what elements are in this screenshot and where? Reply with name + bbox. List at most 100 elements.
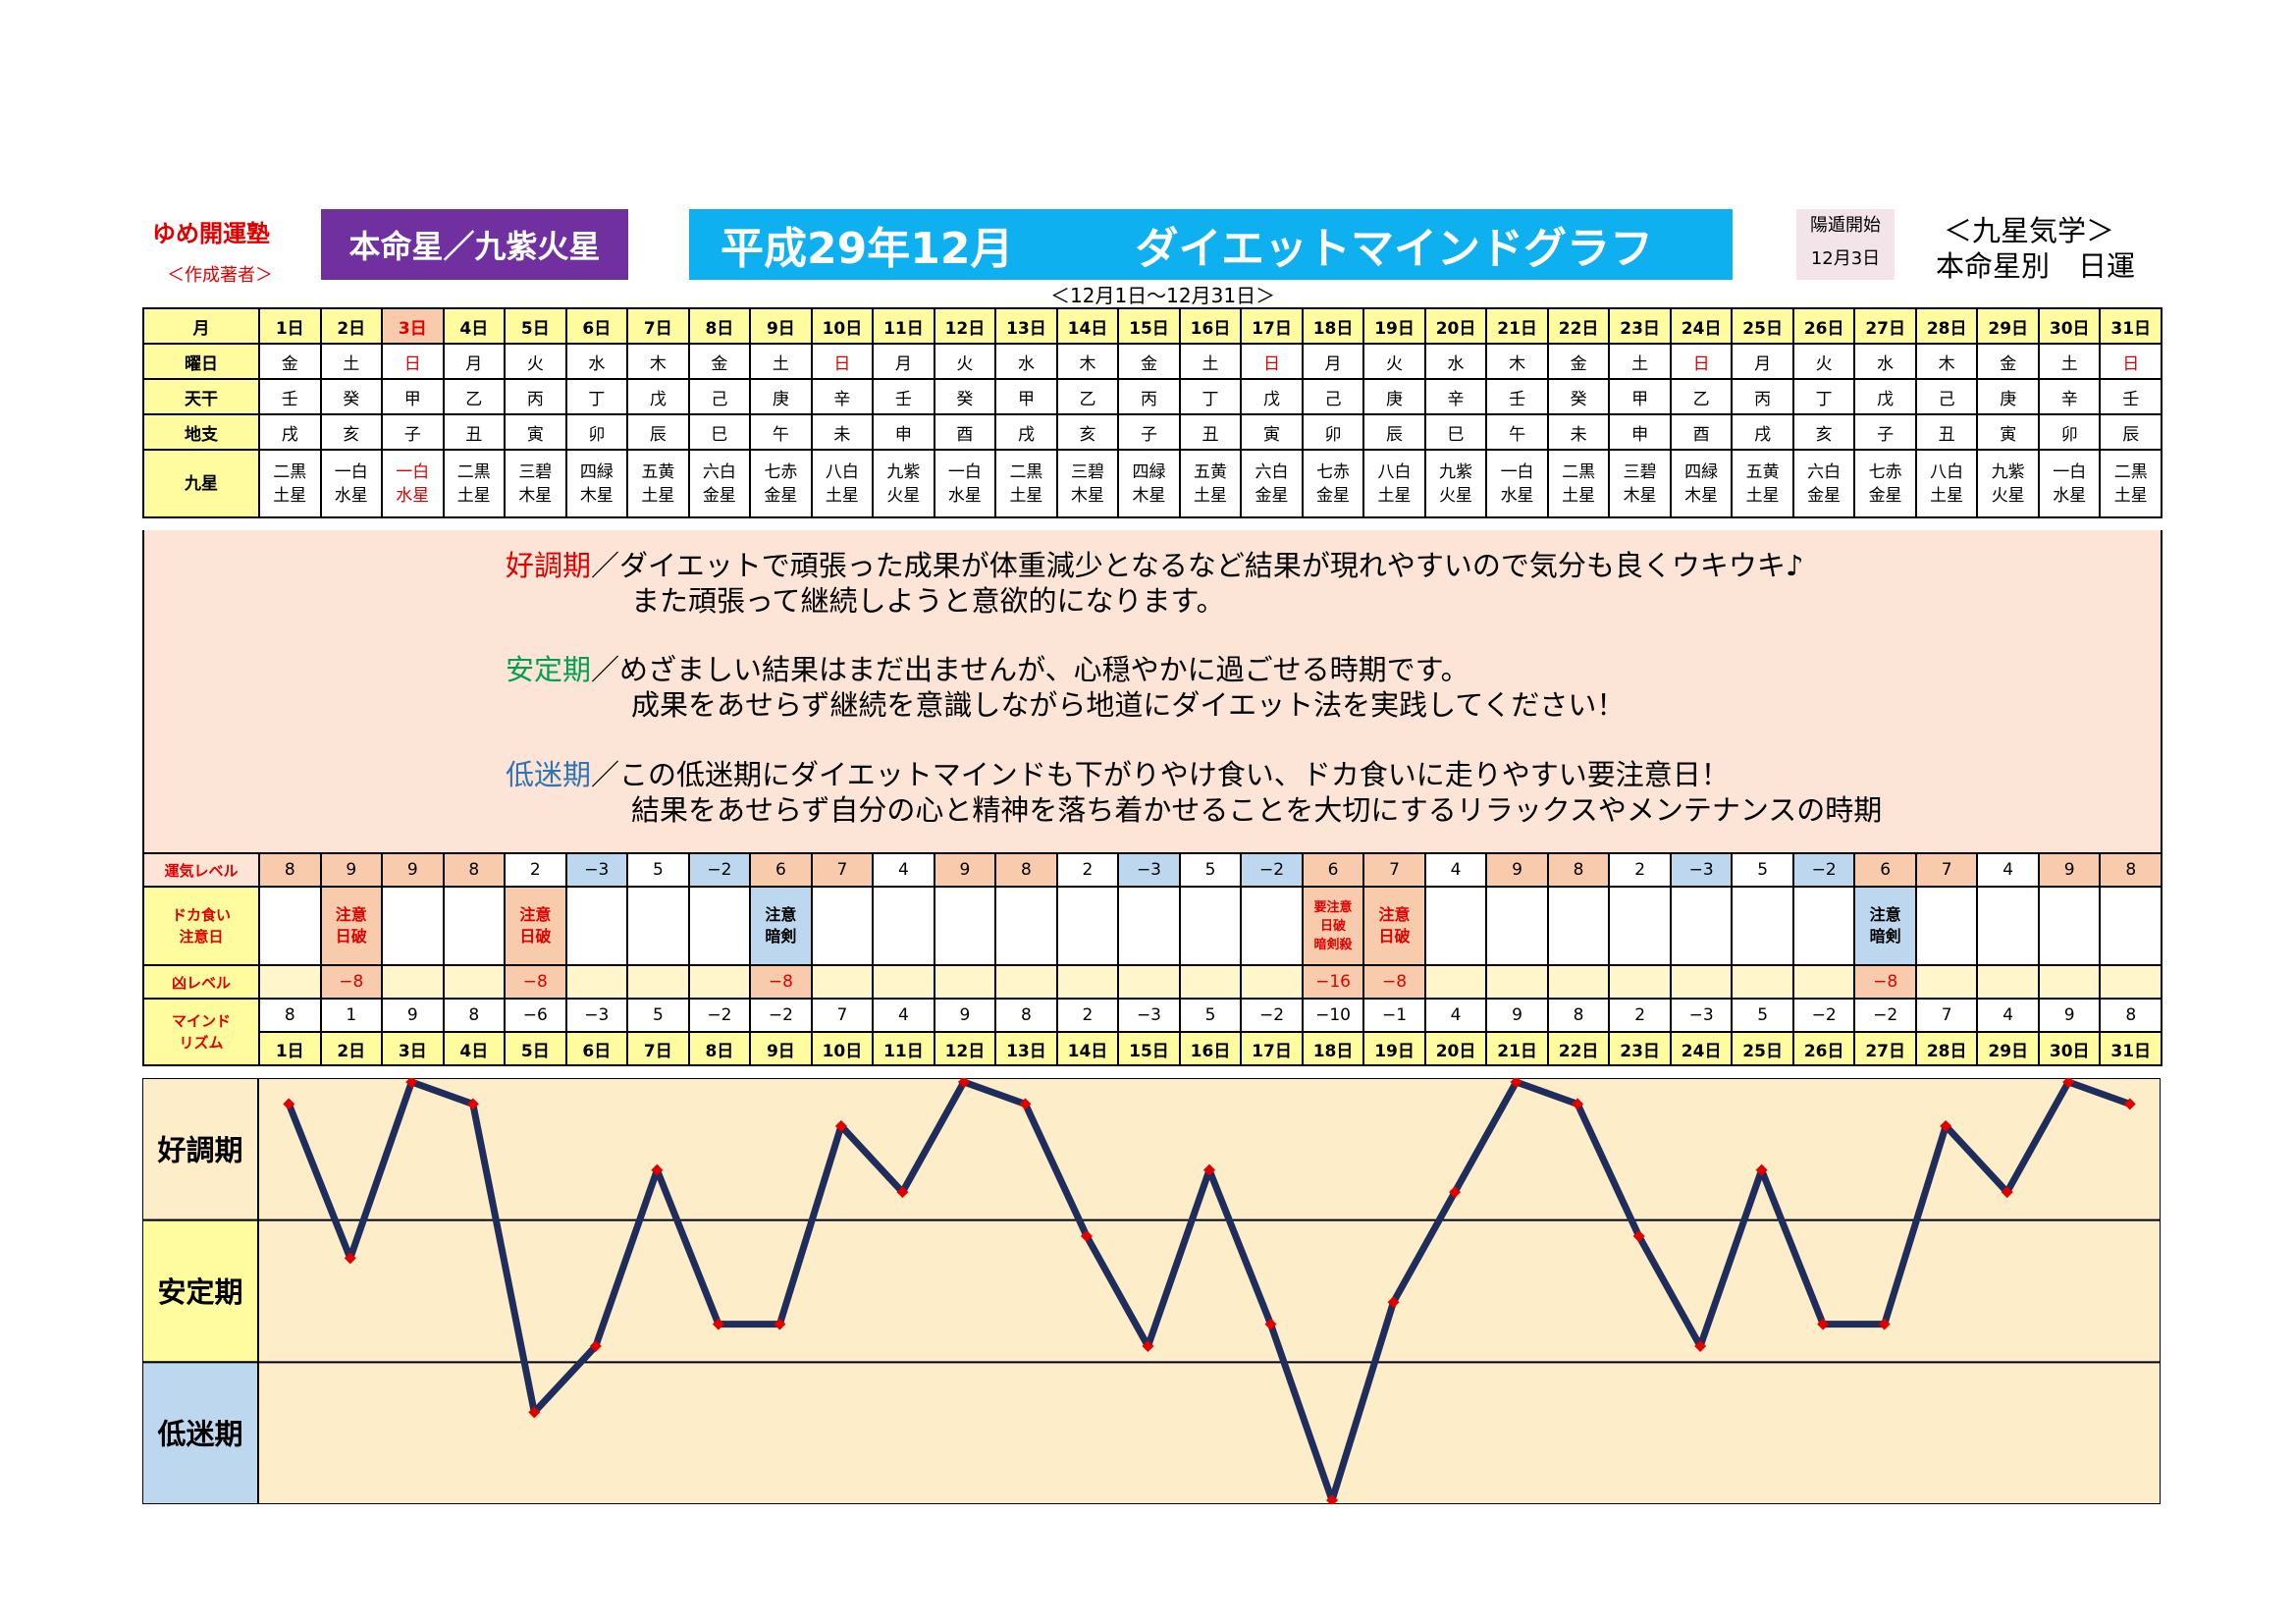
tenkan-cell: 壬 [258, 378, 322, 415]
kyusei-cell: 八白 土星 [810, 449, 875, 518]
data-point [774, 1318, 786, 1330]
doka-cell [1055, 886, 1120, 966]
day-cell-bottom: 6日 [564, 1031, 629, 1066]
mind-cell: 9 [2037, 998, 2102, 1033]
day-cell-bottom: 7日 [626, 1031, 690, 1066]
luck-cell: 9 [381, 852, 445, 888]
data-point [344, 1252, 356, 1265]
tenkan-cell: 癸 [319, 378, 384, 415]
data-point [2062, 1078, 2075, 1088]
mind-cell: 9 [1485, 998, 1549, 1033]
chishi-cell: 辰 [626, 413, 690, 451]
kyou-cell [381, 964, 445, 1000]
data-point [1142, 1340, 1154, 1353]
weekday-cell: 木 [626, 343, 690, 380]
mind-cell: 9 [381, 998, 445, 1033]
title-bar: 平成29年12月 ダイエットマインドグラフ [689, 209, 1733, 280]
kaiun-label: 陽遁開始 [1810, 215, 1881, 236]
day-cell-bottom: 4日 [442, 1031, 507, 1066]
weekday-cell: 日 [810, 343, 875, 380]
data-point [651, 1164, 664, 1176]
day-cell: 3日 [381, 307, 445, 345]
tenkan-cell: 壬 [872, 378, 935, 415]
data-point [1510, 1078, 1522, 1088]
tenkan-cell: 辛 [1423, 378, 1488, 415]
day-cell-bottom: 27日 [1853, 1031, 1917, 1066]
day-cell: 1日 [258, 307, 322, 345]
luck-cell: 6 [1853, 852, 1917, 888]
chishi-cell: 丑 [442, 413, 507, 451]
desc-low-2: 結果をあせらず自分の心と精神を落ち着かせることを大切にするリラックスやメンテナン… [631, 793, 1883, 827]
kyou-cell [1240, 964, 1304, 1000]
weekday-cell: 水 [1423, 343, 1488, 380]
doka-cell [442, 886, 507, 966]
chishi-cell: 未 [1546, 413, 1611, 451]
day-cell-bottom: 30日 [2037, 1031, 2102, 1066]
doka-cell [810, 886, 875, 966]
chishi-cell: 戌 [258, 413, 322, 451]
day-cell-bottom: 12日 [933, 1031, 997, 1066]
kyusei-cell: 四緑 木星 [1669, 449, 1734, 518]
data-point [896, 1186, 909, 1199]
data-point [283, 1098, 295, 1110]
day-cell-bottom: 14日 [1055, 1031, 1120, 1066]
weekday-cell: 金 [1117, 343, 1181, 380]
mind-cell: 5 [1731, 998, 1794, 1033]
tenkan-cell: 癸 [933, 378, 997, 415]
day-cell-bottom: 28日 [1914, 1031, 1979, 1066]
kyou-cell [994, 964, 1058, 1000]
weekday-cell: 日 [1669, 343, 1734, 380]
label-kyusei: 九星 [142, 449, 260, 518]
luck-cell: 5 [1731, 852, 1794, 888]
kyou-cell [2037, 964, 2102, 1000]
calendar-table: 月 1日 2日 3日 4日 5日 6日 7日 8日 9日 10日 11日 12日 13日 14日 15日 16日… [142, 307, 2163, 518]
chishi-cell: 子 [1853, 413, 1917, 451]
label-doka: ドカ食い 注意日 [142, 886, 260, 966]
zone-label-good: 好調期 [156, 1133, 242, 1166]
tenkan-cell: 庚 [1976, 378, 2040, 415]
kyou-cell [626, 964, 690, 1000]
day-cell-bottom: 20日 [1423, 1031, 1488, 1066]
chishi-cell: 子 [381, 413, 445, 451]
day-cell-bottom: 31日 [2099, 1031, 2163, 1066]
mind-cell: −10 [1301, 998, 1365, 1033]
day-cell: 13日 [994, 307, 1058, 345]
kyusei-cell: 八白 土星 [1362, 449, 1426, 518]
kyusei-cell: 七赤 金星 [1853, 449, 1917, 518]
luck-cell: 4 [1423, 852, 1488, 888]
doka-cell [1914, 886, 1979, 966]
zone-label-box-low [142, 1361, 259, 1504]
mind-cell: −3 [1117, 998, 1181, 1033]
day-cell: 6日 [564, 307, 629, 345]
doka-cell [1791, 886, 1856, 966]
description-panel: 好調期／ダイエットで頑張った成果が体重減少となるなど結果が現れやすいので気分も良… [142, 530, 2163, 854]
day-cell-bottom: 16日 [1178, 1031, 1243, 1066]
kyou-cell: −8 [1853, 964, 1917, 1000]
weekday-cell: 水 [994, 343, 1058, 380]
luck-cell: 2 [1055, 852, 1120, 888]
tenkan-cell: 乙 [1055, 378, 1120, 415]
kyusei-cell: 三碧 木星 [1055, 449, 1120, 518]
kyusei-cell: 三碧 木星 [504, 449, 567, 518]
mind-cell: 8 [258, 998, 322, 1033]
tenkan-cell: 癸 [1546, 378, 1611, 415]
right-title-1: ＜九星気学＞ [1944, 214, 2115, 247]
weekday-cell: 土 [1608, 343, 1672, 380]
day-cell: 9日 [749, 307, 813, 345]
doka-cell [872, 886, 935, 966]
kyou-cell [1055, 964, 1120, 1000]
data-point [1755, 1164, 1768, 1176]
chishi-cell: 亥 [319, 413, 384, 451]
doka-cell [1669, 886, 1734, 966]
weekday-cell: 月 [1301, 343, 1365, 380]
chishi-cell: 寅 [1976, 413, 2040, 451]
zone-label-box-good [142, 1078, 259, 1221]
kyou-cell: −8 [1362, 964, 1426, 1000]
day-cell-bottom: 19日 [1362, 1031, 1426, 1066]
weekday-cell: 日 [381, 343, 445, 380]
doka-cell [1485, 886, 1549, 966]
doka-cell [1423, 886, 1488, 966]
chishi-cell: 午 [1485, 413, 1549, 451]
day-cell-bottom: 15日 [1117, 1031, 1181, 1066]
chishi-cell: 辰 [1362, 413, 1426, 451]
